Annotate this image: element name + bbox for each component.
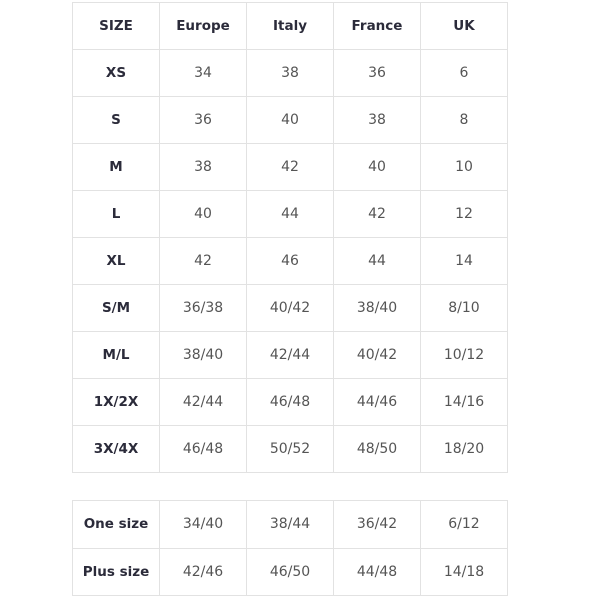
size-value-cell: 44/46	[333, 378, 421, 426]
size-value-cell: 34	[159, 49, 247, 97]
size-value-cell: 40/42	[333, 331, 421, 379]
size-value-cell: 14	[420, 237, 508, 285]
size-value-cell: 12	[420, 190, 508, 238]
size-value-cell: 10	[420, 143, 508, 191]
size-value-cell: 38/44	[246, 500, 334, 549]
size-label-cell: L	[72, 190, 160, 238]
column-header: Europe	[159, 2, 247, 50]
column-header: France	[333, 2, 421, 50]
size-value-cell: 36/42	[333, 500, 421, 549]
size-value-cell: 42	[246, 143, 334, 191]
column-header: SIZE	[72, 2, 160, 50]
table-row: Plus size 42/46 46/50 44/48 14/18	[72, 547, 508, 596]
table-row: XL 42 46 44 14	[72, 237, 508, 285]
size-value-cell: 14/18	[420, 547, 508, 596]
header-row: SIZE Europe Italy France UK	[72, 2, 508, 50]
size-value-cell: 36/38	[159, 284, 247, 332]
size-chart-table: SIZE Europe Italy France UK XS 34 38 36 6 S 36 40 38…	[72, 2, 508, 473]
size-value-cell: 40	[159, 190, 247, 238]
size-value-cell: 6	[420, 49, 508, 97]
table-row: L 40 44 42 12	[72, 190, 508, 238]
size-value-cell: 18/20	[420, 425, 508, 473]
size-value-cell: 38	[159, 143, 247, 191]
size-label-cell: S/M	[72, 284, 160, 332]
size-label-cell: M	[72, 143, 160, 191]
size-value-cell: 14/16	[420, 378, 508, 426]
size-value-cell: 38/40	[333, 284, 421, 332]
size-value-cell: 42	[159, 237, 247, 285]
size-value-cell: 46/48	[159, 425, 247, 473]
table-row: M 38 42 40 10	[72, 143, 508, 191]
size-value-cell: 10/12	[420, 331, 508, 379]
size-value-cell: 6/12	[420, 500, 508, 549]
size-value-cell: 40	[246, 96, 334, 144]
size-value-cell: 46/48	[246, 378, 334, 426]
size-value-cell: 38	[333, 96, 421, 144]
size-value-cell: 44	[333, 237, 421, 285]
size-value-cell: 46/50	[246, 547, 334, 596]
size-value-cell: 34/40	[159, 500, 247, 549]
size-label-cell: S	[72, 96, 160, 144]
size-value-cell: 42/44	[246, 331, 334, 379]
table-row: 3X/4X 46/48 50/52 48/50 18/20	[72, 425, 508, 473]
size-value-cell: 44	[246, 190, 334, 238]
size-value-cell: 40	[333, 143, 421, 191]
size-label-cell: 3X/4X	[72, 425, 160, 473]
column-header: Italy	[246, 2, 334, 50]
size-label-cell: XS	[72, 49, 160, 97]
size-value-cell: 38/40	[159, 331, 247, 379]
size-value-cell: 44/48	[333, 547, 421, 596]
size-label-cell: Plus size	[72, 547, 160, 596]
table-row: S/M 36/38 40/42 38/40 8/10	[72, 284, 508, 332]
size-label-cell: M/L	[72, 331, 160, 379]
table-row: M/L 38/40 42/44 40/42 10/12	[72, 331, 508, 379]
table-row: S 36 40 38 8	[72, 96, 508, 144]
size-value-cell: 46	[246, 237, 334, 285]
size-label-cell: 1X/2X	[72, 378, 160, 426]
size-value-cell: 42/46	[159, 547, 247, 596]
size-value-cell: 50/52	[246, 425, 334, 473]
table-row: One size 34/40 38/44 36/42 6/12	[72, 500, 508, 549]
size-value-cell: 42/44	[159, 378, 247, 426]
size-value-cell: 8/10	[420, 284, 508, 332]
size-value-cell: 36	[159, 96, 247, 144]
size-value-cell: 38	[246, 49, 334, 97]
table-row: XS 34 38 36 6	[72, 49, 508, 97]
table-row: 1X/2X 42/44 46/48 44/46 14/16	[72, 378, 508, 426]
size-value-cell: 8	[420, 96, 508, 144]
size-value-cell: 40/42	[246, 284, 334, 332]
size-value-cell: 48/50	[333, 425, 421, 473]
size-value-cell: 36	[333, 49, 421, 97]
size-label-cell: One size	[72, 500, 160, 549]
column-header: UK	[420, 2, 508, 50]
extra-size-table: One size 34/40 38/44 36/42 6/12 Plus size 42/4…	[72, 500, 508, 596]
size-value-cell: 42	[333, 190, 421, 238]
size-label-cell: XL	[72, 237, 160, 285]
